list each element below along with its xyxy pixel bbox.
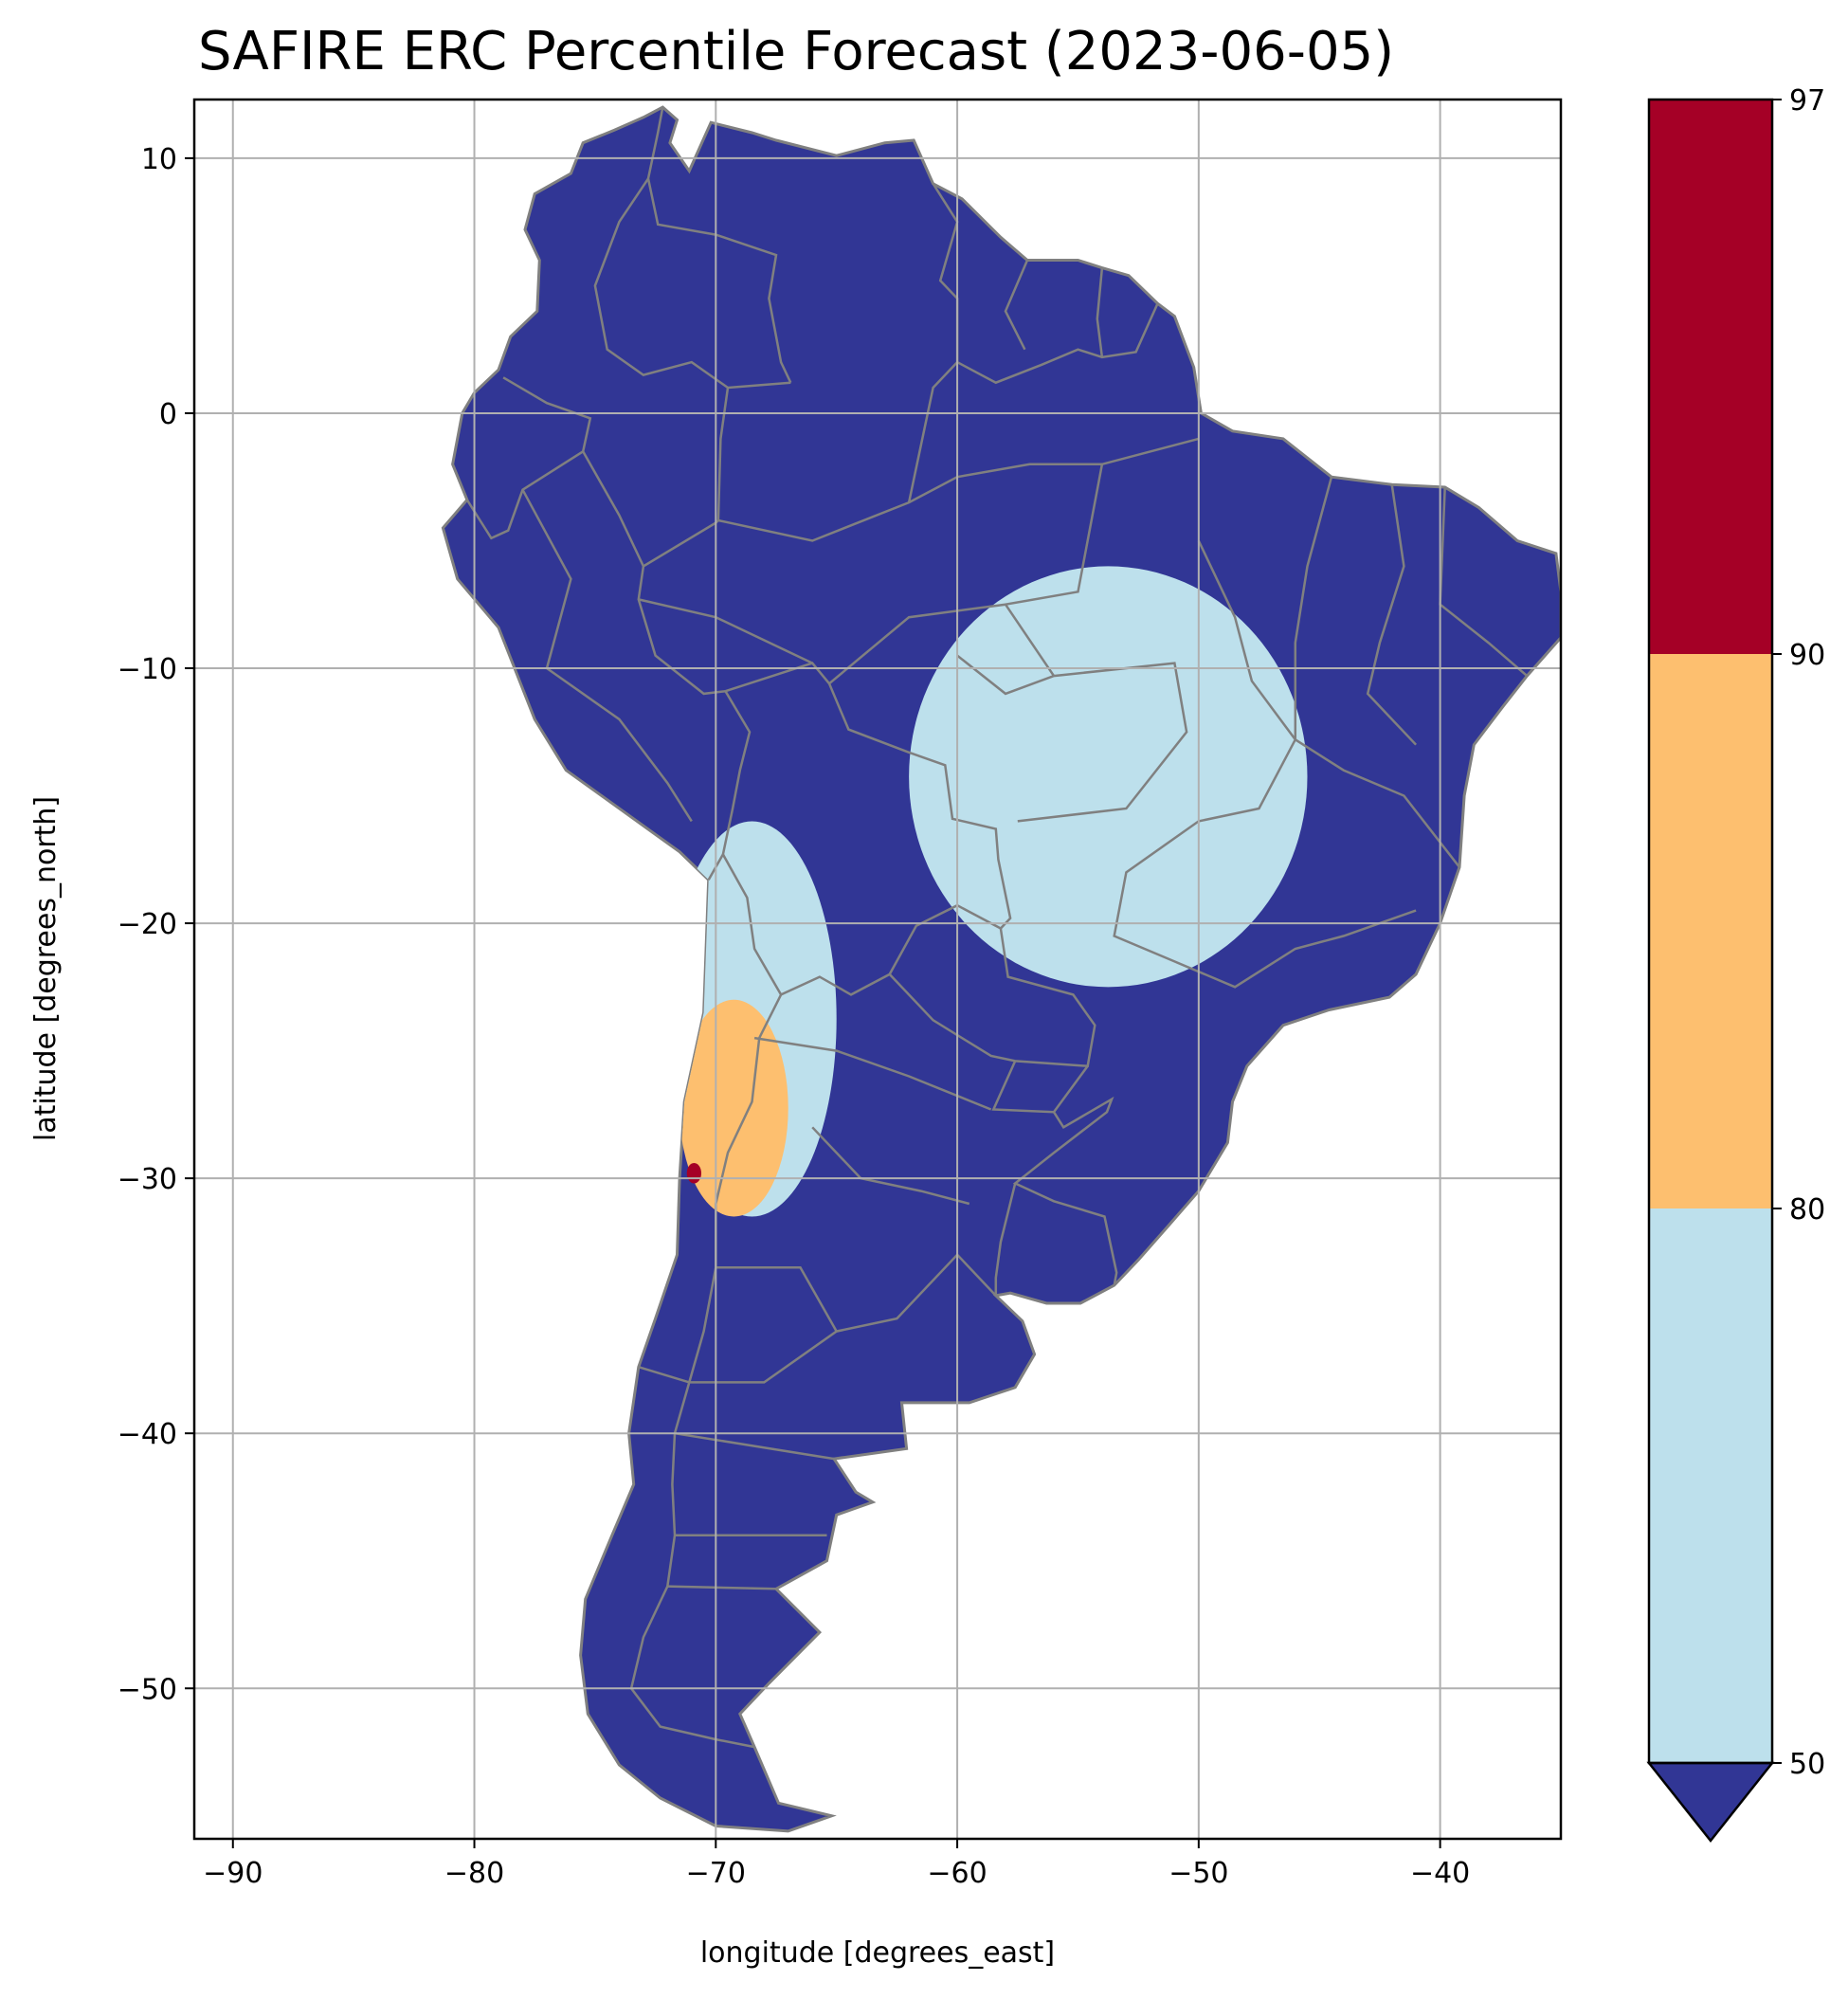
highlight-area-50-80 bbox=[909, 566, 1308, 988]
country-border bbox=[991, 1060, 1089, 1114]
colorbar-extend-min bbox=[1646, 1761, 1775, 1844]
y-tick-label: 10 bbox=[141, 143, 177, 176]
country-border bbox=[667, 1585, 777, 1590]
country-border bbox=[1004, 260, 1029, 351]
x-tick-label: −50 bbox=[1169, 1857, 1228, 1890]
colorbar-segment-50-80 bbox=[1649, 1208, 1772, 1763]
grid-lines bbox=[194, 100, 1561, 1839]
y-tick-label: −20 bbox=[118, 908, 177, 941]
country-border bbox=[1295, 738, 1460, 868]
country-border bbox=[716, 1266, 838, 1333]
y-tick-label: −10 bbox=[118, 653, 177, 686]
y-axis-label: latitude [degrees_north] bbox=[29, 796, 63, 1141]
x-tick-label: −60 bbox=[927, 1857, 987, 1890]
plot-frame bbox=[192, 98, 1563, 1841]
map-plot-area bbox=[192, 98, 1563, 1841]
country-border bbox=[1005, 463, 1104, 606]
y-tick-label: 0 bbox=[159, 398, 177, 431]
country-border bbox=[811, 1126, 970, 1206]
country-borders bbox=[465, 106, 1529, 1749]
country-border bbox=[956, 654, 1188, 823]
country-border bbox=[725, 662, 1012, 930]
country-border bbox=[1439, 486, 1529, 678]
south-america-landmass bbox=[441, 105, 1561, 1833]
percentile-highlight-layer bbox=[667, 117, 1308, 1217]
country-border bbox=[707, 690, 752, 881]
country-border bbox=[465, 376, 592, 540]
colorbar-tick-label: 97 bbox=[1789, 84, 1825, 118]
country-border bbox=[907, 361, 959, 503]
colorbar-segment-80-90 bbox=[1649, 654, 1772, 1208]
country-border bbox=[1294, 476, 1333, 740]
x-tick-label: −80 bbox=[444, 1857, 504, 1890]
y-tick-label: −50 bbox=[118, 1673, 177, 1706]
country-border bbox=[753, 1036, 992, 1111]
colorbar-segment-90-97 bbox=[1649, 100, 1772, 654]
y-tick-label: −30 bbox=[118, 1163, 177, 1196]
country-border bbox=[994, 1183, 1017, 1296]
country-border bbox=[521, 489, 693, 823]
country-border bbox=[1096, 267, 1104, 357]
x-tick-label: −90 bbox=[203, 1857, 263, 1890]
country-border bbox=[593, 177, 729, 390]
colorbar-frame bbox=[1647, 98, 1774, 1765]
x-tick-label: −70 bbox=[686, 1857, 746, 1890]
x-axis-label: longitude [degrees_east] bbox=[700, 1936, 1055, 1970]
colorbar-tick-label: 50 bbox=[1789, 1748, 1825, 1781]
x-tick-label: −40 bbox=[1410, 1857, 1470, 1890]
country-border bbox=[1012, 1096, 1118, 1286]
colorbar: 50 80 90 97 bbox=[1646, 84, 1825, 1844]
chart-title: SAFIRE ERC Percentile Forecast (2023-06-… bbox=[197, 21, 1395, 82]
country-border bbox=[1113, 539, 1417, 989]
colorbar-tick-label: 80 bbox=[1789, 1193, 1825, 1227]
highlight-area-80-90 bbox=[679, 999, 788, 1217]
highlight-area-90-97 bbox=[686, 1162, 702, 1184]
x-axis-ticks: −90 −80 −70 −60 −50 −40 bbox=[203, 1839, 1470, 1890]
y-tick-label: −40 bbox=[118, 1418, 177, 1451]
country-border bbox=[1366, 484, 1418, 746]
colorbar-tick-label: 90 bbox=[1789, 639, 1825, 672]
country-border bbox=[932, 183, 1159, 385]
y-axis-ticks: 10 0 −10 −20 −30 −40 −50 bbox=[118, 143, 194, 1706]
country-border bbox=[674, 1431, 835, 1461]
country-border bbox=[582, 450, 645, 567]
